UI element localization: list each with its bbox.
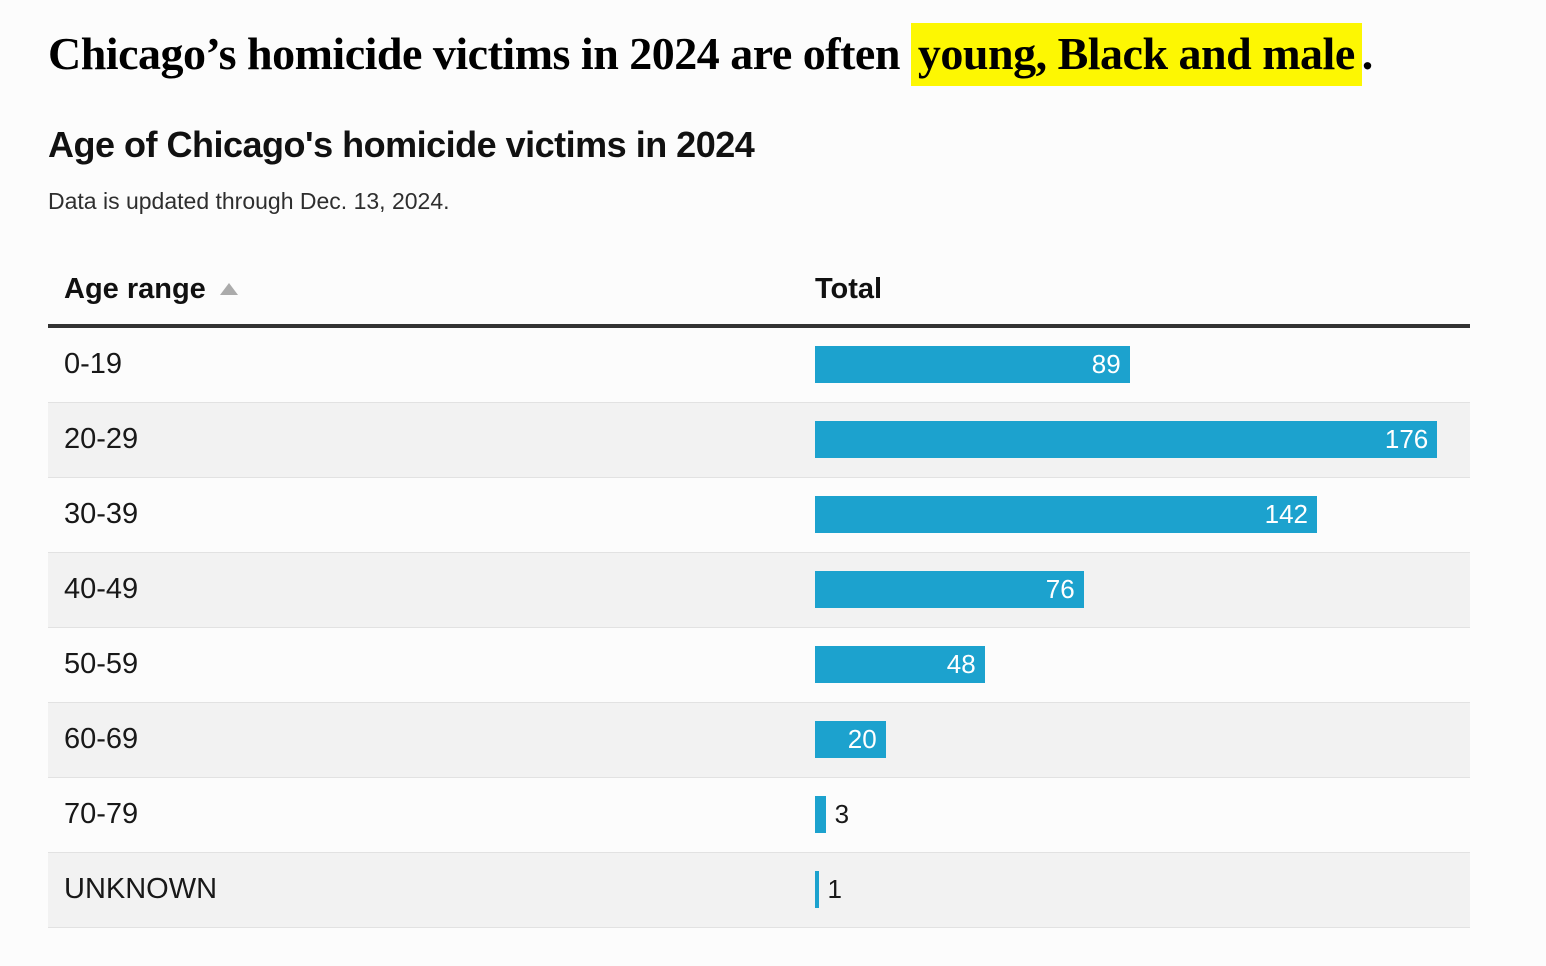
table-row: 60-69 20 (48, 702, 1470, 778)
table-row: 20-29 176 (48, 402, 1470, 478)
table-header-row: Age range Total (48, 257, 1470, 328)
table-row: 50-59 48 (48, 628, 1470, 703)
column-header-total-label: Total (815, 272, 883, 305)
headline-highlight: young, Black and male (910, 23, 1362, 86)
age-range-label: 40-49 (64, 573, 139, 606)
headline-suffix: . (1361, 28, 1374, 79)
total-bar (815, 871, 819, 909)
table-row: 40-49 76 (48, 552, 1470, 628)
bar-value-label: 89 (1091, 349, 1121, 380)
age-range-label: UNKNOWN (64, 873, 218, 906)
bar-value-label: 176 (1384, 424, 1429, 455)
age-range-label: 70-79 (64, 798, 139, 831)
table-row: UNKNOWN 1 (48, 852, 1470, 928)
table-row: 0-19 89 (48, 328, 1470, 403)
column-header-age-range[interactable]: Age range (48, 273, 815, 306)
total-bar: 142 (815, 496, 1318, 534)
column-header-age-range-label: Age range (64, 272, 206, 305)
total-bar-cell: 76 (815, 553, 1470, 627)
data-table: Age range Total 0-19 89 20-29 176 30-39 142 40… (48, 257, 1470, 928)
bar-value-label: 1 (827, 874, 842, 905)
chart-embed: Age of Chicago's homicide victims in 202… (48, 124, 1470, 928)
bar-value-label: 3 (834, 799, 850, 830)
table-body: 0-19 89 20-29 176 30-39 142 40-49 76 50-59 48 60-6… (48, 328, 1470, 928)
total-bar: 89 (815, 346, 1130, 384)
table-row: 70-79 3 (48, 778, 1470, 853)
total-bar-cell: 142 (815, 478, 1470, 552)
sort-ascending-icon (219, 283, 238, 296)
chart-subtitle: Data is updated through Dec. 13, 2024. (48, 187, 450, 214)
total-bar-cell: 176 (815, 403, 1470, 477)
column-header-total[interactable]: Total (815, 273, 1470, 306)
total-bar: 20 (815, 721, 886, 759)
total-bar: 176 (815, 421, 1438, 459)
age-range-label: 30-39 (64, 498, 139, 531)
chart-title: Age of Chicago's homicide victims in 202… (48, 123, 755, 165)
article-headline: Chicago’s homicide victims in 2024 are o… (48, 23, 1470, 86)
age-range-label: 0-19 (64, 348, 123, 381)
bar-value-label: 76 (1045, 574, 1075, 605)
table-row: 30-39 142 (48, 478, 1470, 553)
age-range-label: 50-59 (64, 648, 139, 681)
page: Chicago’s homicide victims in 2024 are o… (48, 23, 1470, 928)
bar-value-label: 20 (847, 724, 877, 755)
headline-prefix: Chicago’s homicide victims in 2024 are o… (48, 28, 911, 79)
bar-value-label: 48 (946, 649, 976, 680)
total-bar (815, 796, 826, 834)
total-bar-cell: 3 (815, 778, 1470, 852)
total-bar: 48 (815, 646, 985, 684)
total-bar-cell: 48 (815, 628, 1470, 702)
bar-value-label: 142 (1264, 499, 1309, 530)
total-bar: 76 (815, 571, 1084, 609)
total-bar-cell: 1 (815, 853, 1470, 927)
age-range-label: 60-69 (64, 723, 139, 756)
age-range-label: 20-29 (64, 423, 139, 456)
total-bar-cell: 20 (815, 703, 1470, 777)
total-bar-cell: 89 (815, 328, 1470, 402)
